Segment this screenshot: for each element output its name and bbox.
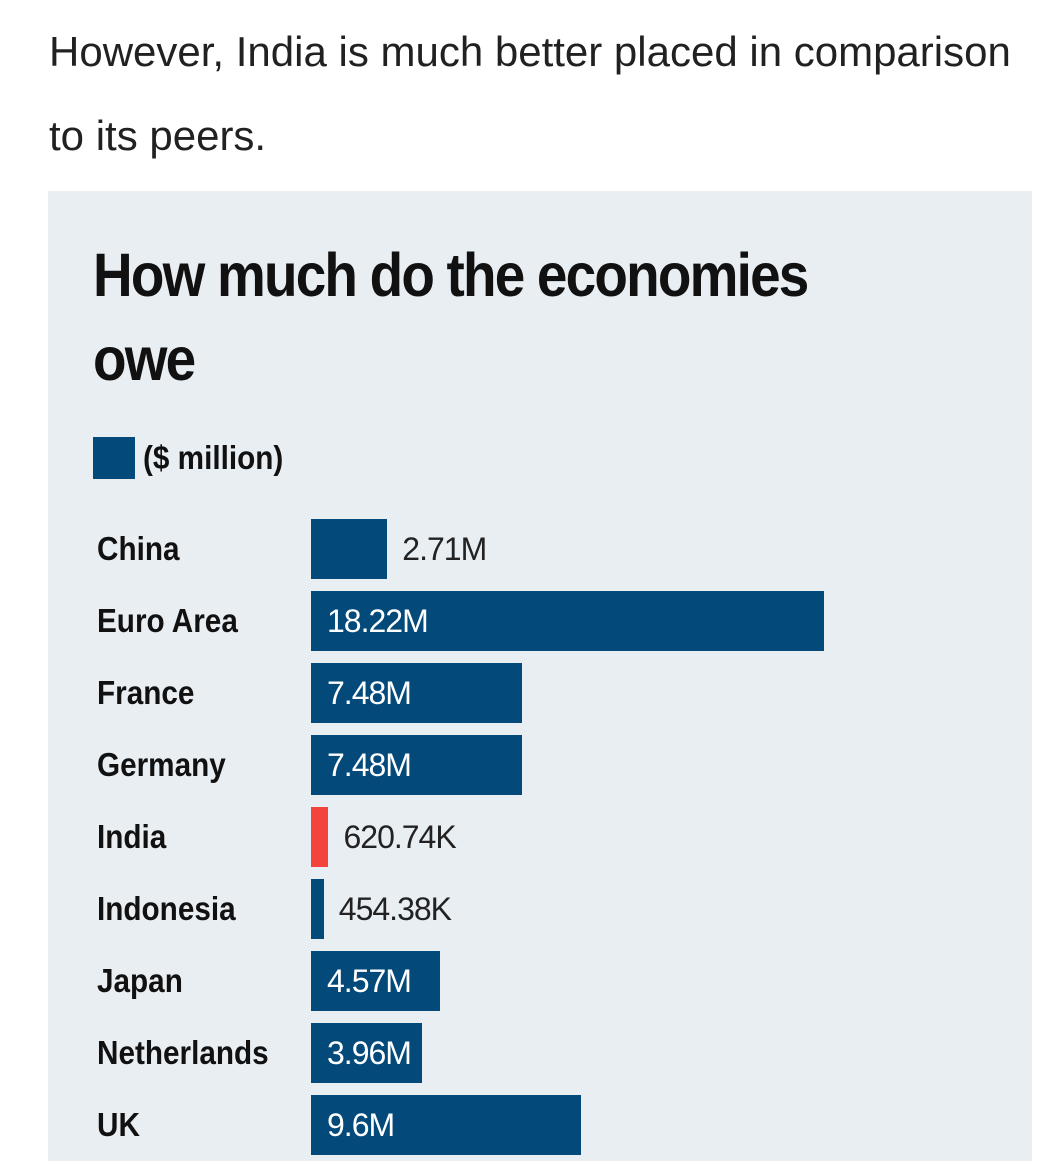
value-label: 18.22M: [327, 603, 429, 639]
bar: [311, 1095, 582, 1155]
intro-paragraph: However, India is much better placed in …: [49, 28, 1011, 159]
category-label: Germany: [97, 746, 226, 783]
bar: [311, 951, 440, 1011]
category-label: Euro Area: [97, 602, 238, 639]
category-label: India: [97, 818, 167, 855]
value-label: 2.71M: [402, 531, 487, 567]
value-label: 7.48M: [327, 747, 412, 783]
value-label: 3.96M: [327, 1035, 412, 1071]
chart-card: How much do the economies owe ($ million…: [48, 191, 1032, 1161]
value-label: 7.48M: [327, 675, 412, 711]
value-label: 620.74K: [343, 819, 456, 855]
bar-chart: China 2.71M Euro Area 18.22M France 7.48M Germ…: [48, 191, 1032, 1161]
bar: [311, 663, 522, 723]
category-label: Japan: [97, 962, 183, 999]
chart-title: How much do the economies owe: [93, 241, 809, 393]
bar: [311, 807, 329, 867]
bar: [311, 879, 324, 939]
category-label: China: [97, 530, 180, 567]
bar: [311, 519, 388, 579]
bar: [311, 1023, 423, 1083]
legend-swatch: [93, 437, 135, 479]
legend-label: ($ million): [143, 439, 284, 476]
chart-legend: ($ million): [93, 437, 299, 479]
category-label: Netherlands: [97, 1034, 269, 1071]
category-label: France: [97, 674, 195, 711]
value-label: 4.57M: [327, 963, 412, 999]
value-label: 454.38K: [338, 891, 452, 927]
value-label: 9.6M: [327, 1107, 395, 1143]
category-label: UK: [97, 1106, 140, 1143]
bar: [311, 735, 522, 795]
bar: [311, 591, 824, 651]
category-label: Indonesia: [97, 890, 236, 927]
